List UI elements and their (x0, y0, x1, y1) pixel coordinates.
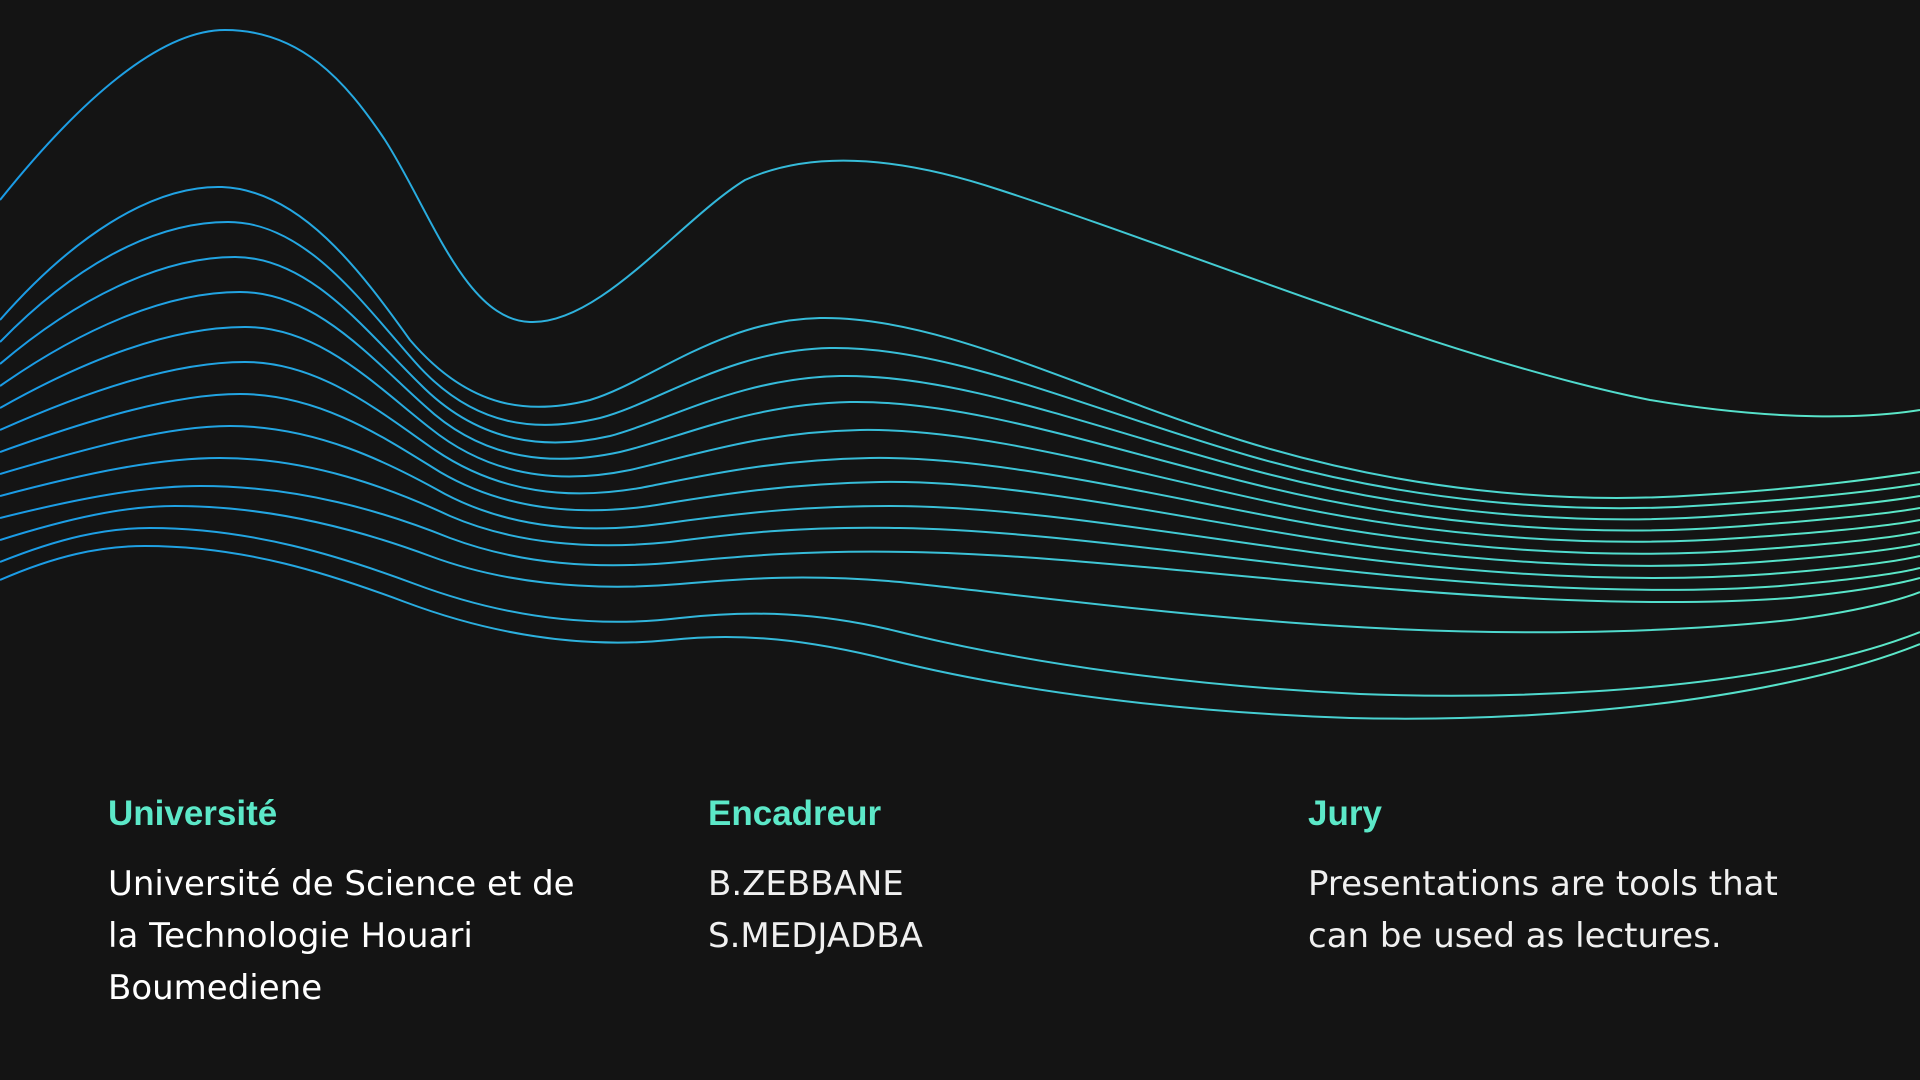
wave-line (0, 360, 1920, 555)
wave-line (0, 456, 1920, 591)
supervisor-section: Encadreur B.ZEBBANE S.MEDJADBA (708, 790, 1188, 962)
jury-section: Jury Presentations are tools that can be… (1308, 790, 1828, 962)
wave-line (0, 424, 1920, 579)
supervisor-names: B.ZEBBANE S.MEDJADBA (708, 864, 923, 956)
decorative-wave-lines (0, 28, 1920, 720)
wave-line (0, 220, 1920, 510)
wave-line (0, 526, 1920, 697)
wave-line-top (0, 28, 1920, 418)
wave-line (0, 255, 1920, 521)
wave-line (0, 325, 1920, 543)
wave-line (0, 544, 1920, 720)
wave-line (0, 504, 1920, 634)
wave-line (0, 484, 1920, 604)
university-name: Université de Science et de la Technolog… (108, 864, 575, 1008)
wave-line (0, 185, 1920, 499)
wave-line (0, 392, 1920, 567)
supervisor-heading: Encadreur (708, 794, 882, 833)
jury-text: Presentations are tools that can be used… (1308, 864, 1778, 956)
wave-line (0, 290, 1920, 532)
jury-heading: Jury (1308, 794, 1382, 833)
university-heading: Université (108, 794, 278, 833)
wave-bundle (0, 185, 1920, 720)
university-section: Université Université de Science et de l… (108, 790, 628, 1014)
